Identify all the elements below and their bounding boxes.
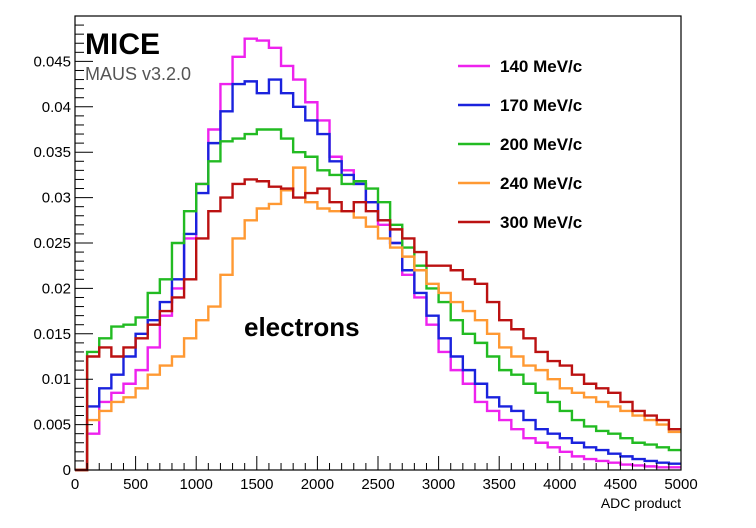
x-axis-title: ADC product <box>601 495 681 511</box>
y-tick-label: 0.035 <box>33 144 71 161</box>
series-line-4 <box>75 178 681 472</box>
x-tick-label: 3000 <box>422 476 455 493</box>
y-tick-label: 0.01 <box>42 371 71 388</box>
y-tick-labels: 0 0.005 0.01 0.015 0.02 0.025 0.03 0.035 0.04 0.0… <box>33 53 71 479</box>
ticks-layer <box>74 15 682 471</box>
legend-label: 300 MeV/c <box>500 213 582 232</box>
y-tick-label: 0.03 <box>42 190 71 207</box>
y-tick-label: 0.02 <box>42 280 71 297</box>
y-tick-label: 0.025 <box>33 235 71 252</box>
x-tick-labels: 0 500 1000 1500 2000 2500 3000 3500 4000 4500 5000 <box>71 476 698 493</box>
y-tick-label: 0.015 <box>33 326 71 343</box>
y-tick-label: 0.04 <box>42 99 71 116</box>
version-text: MAUS v3.2.0 <box>85 64 191 84</box>
y-tick-label: 0.005 <box>33 417 71 434</box>
series-layer <box>75 37 681 472</box>
x-tick-label: 4000 <box>543 476 576 493</box>
legend-label: 170 MeV/c <box>500 96 582 115</box>
y-tick-label: 0.045 <box>33 53 71 70</box>
legend: 140 MeV/c 170 MeV/c 200 MeV/c 240 MeV/c 300 … <box>458 57 582 232</box>
x-tick-label: 2000 <box>301 476 334 493</box>
series-line-3 <box>75 166 681 472</box>
x-tick-label: 4500 <box>604 476 637 493</box>
x-tick-label: 0 <box>71 476 79 493</box>
x-tick-label: 2500 <box>361 476 394 493</box>
x-tick-label: 1000 <box>180 476 213 493</box>
series-line-2 <box>75 128 681 472</box>
y-tick-label: 0 <box>63 462 71 479</box>
legend-label: 200 MeV/c <box>500 135 582 154</box>
legend-label: 140 MeV/c <box>500 57 582 76</box>
x-tick-label: 3500 <box>483 476 516 493</box>
legend-label: 240 MeV/c <box>500 174 582 193</box>
x-tick-label: 5000 <box>664 476 697 493</box>
x-tick-label: 500 <box>123 476 148 493</box>
x-tick-label: 1500 <box>240 476 273 493</box>
annotation-label: electrons <box>244 312 360 342</box>
logo-text: MICE <box>85 28 160 61</box>
